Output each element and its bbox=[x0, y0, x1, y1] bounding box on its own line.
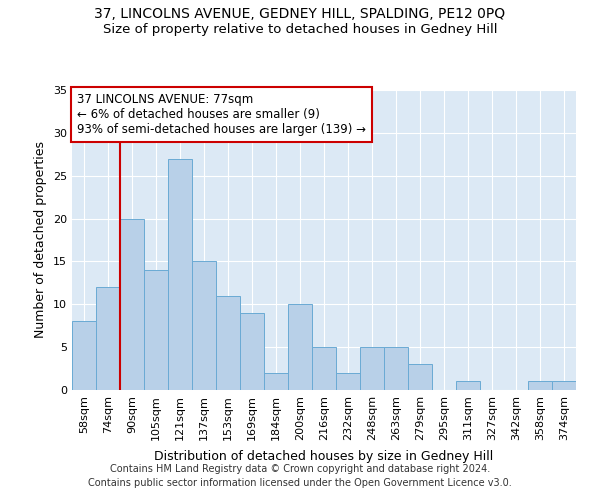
Bar bbox=[264, 373, 288, 390]
Bar bbox=[528, 382, 552, 390]
Bar bbox=[408, 364, 432, 390]
Bar bbox=[120, 218, 144, 390]
Bar bbox=[288, 304, 312, 390]
Text: Size of property relative to detached houses in Gedney Hill: Size of property relative to detached ho… bbox=[103, 22, 497, 36]
Bar bbox=[336, 373, 360, 390]
Bar bbox=[96, 287, 120, 390]
Bar bbox=[216, 296, 240, 390]
Bar bbox=[192, 262, 216, 390]
Bar bbox=[72, 322, 96, 390]
Bar bbox=[312, 347, 336, 390]
Text: 37 LINCOLNS AVENUE: 77sqm
← 6% of detached houses are smaller (9)
93% of semi-de: 37 LINCOLNS AVENUE: 77sqm ← 6% of detach… bbox=[77, 93, 366, 136]
Text: 37, LINCOLNS AVENUE, GEDNEY HILL, SPALDING, PE12 0PQ: 37, LINCOLNS AVENUE, GEDNEY HILL, SPALDI… bbox=[94, 8, 506, 22]
Bar bbox=[456, 382, 480, 390]
Bar bbox=[144, 270, 168, 390]
Bar bbox=[552, 382, 576, 390]
Bar bbox=[360, 347, 384, 390]
Bar bbox=[384, 347, 408, 390]
Text: Distribution of detached houses by size in Gedney Hill: Distribution of detached houses by size … bbox=[154, 450, 494, 463]
Bar bbox=[240, 313, 264, 390]
Bar bbox=[168, 158, 192, 390]
Text: Contains HM Land Registry data © Crown copyright and database right 2024.
Contai: Contains HM Land Registry data © Crown c… bbox=[88, 464, 512, 487]
Y-axis label: Number of detached properties: Number of detached properties bbox=[34, 142, 47, 338]
